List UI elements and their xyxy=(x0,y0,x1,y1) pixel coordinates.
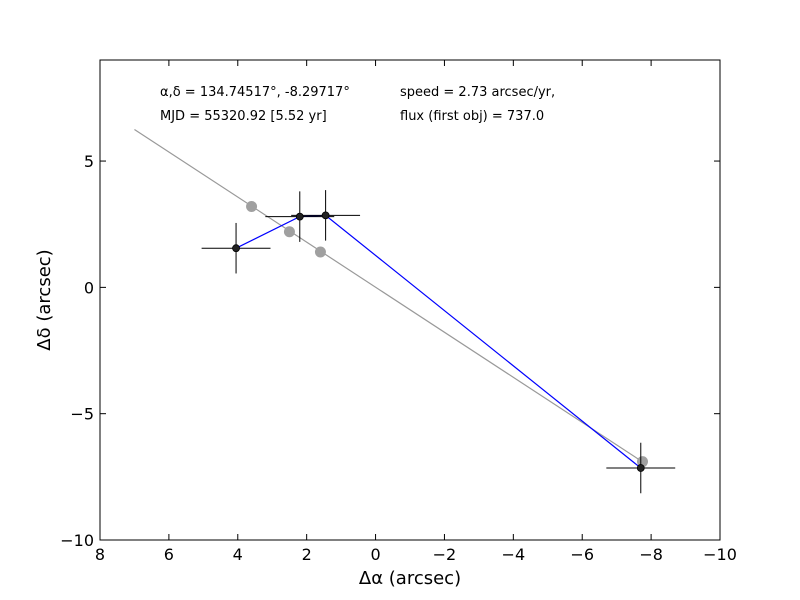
x-tick-label: −2 xyxy=(433,545,457,564)
x-tick-label: 4 xyxy=(233,545,243,564)
x-tick-label: −6 xyxy=(570,545,594,564)
x-ticks: 8 6 4 2 0 −2 −4 −6 −8 −10 xyxy=(95,60,737,564)
annotation-flux: flux (first obj) = 737.0 xyxy=(400,109,544,124)
y-ticks: 5 0 −5 −10 xyxy=(60,152,720,550)
x-tick-label: −10 xyxy=(703,545,737,564)
x-tick-label: −4 xyxy=(502,545,526,564)
y-tick-label: −10 xyxy=(60,531,94,550)
observation-point xyxy=(636,464,645,472)
fit-point xyxy=(314,246,326,258)
annotation-mjd: MJD = 55320.92 [5.52 yr] xyxy=(160,109,327,124)
x-tick-label: 0 xyxy=(370,545,380,564)
track-line xyxy=(235,214,642,469)
annotation-speed: speed = 2.73 arcsec/yr, xyxy=(400,85,555,100)
annotation-coords: α,δ = 134.74517°, -8.29717° xyxy=(160,85,350,100)
y-tick-label: 0 xyxy=(84,278,94,297)
y-tick-label: −5 xyxy=(70,405,94,424)
x-tick-label: 6 xyxy=(164,545,174,564)
observation-point xyxy=(232,244,240,253)
fit-line-layer xyxy=(134,128,645,464)
fit-point xyxy=(283,226,295,238)
y-axis-title: Δδ (arcsec) xyxy=(34,249,55,350)
x-tick-label: −8 xyxy=(639,545,663,564)
x-tick-label: 8 xyxy=(95,545,105,564)
fit-point xyxy=(246,201,258,213)
observation-point xyxy=(321,211,330,220)
x-tick-label: 2 xyxy=(302,545,312,564)
observation-point xyxy=(295,212,304,221)
plot-area xyxy=(100,60,720,540)
fit-line xyxy=(134,128,645,464)
observations-layer xyxy=(232,211,645,472)
y-tick-label: 5 xyxy=(84,152,94,171)
plot-frame xyxy=(99,59,721,541)
track-layer xyxy=(235,214,642,469)
x-axis-title: Δα (arcsec) xyxy=(359,568,461,589)
